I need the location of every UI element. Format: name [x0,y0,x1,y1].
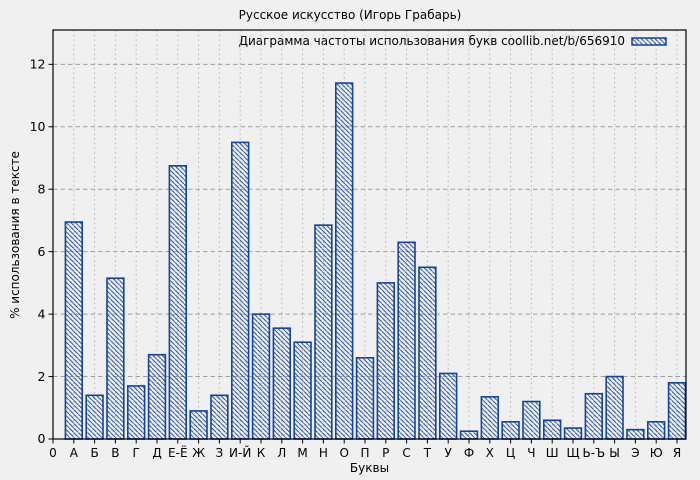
x-tick-label-Ы: Ы [609,446,620,460]
bar-Л [272,327,291,440]
y-tick-label: 2 [38,369,46,384]
bar-Я [667,382,687,440]
bar-Щ [563,427,583,440]
y-tick-label: 0 [38,431,46,446]
x-tick-label-И-Й: И-Й [229,445,251,460]
x-tick-label-Л: Л [277,446,286,460]
x-tick-label-К: К [257,446,266,460]
x-tick-label-Ь-Ъ: Ь-Ъ [583,446,606,460]
bar-Т [418,266,437,440]
x-tick-label-Т: Т [423,446,432,460]
x-tick-label-Я: Я [673,446,681,460]
legend-label: Диаграмма частоты использования букв coo… [238,34,625,48]
x-tick-label-Ц: Ц [506,446,515,460]
x-tick-label-Е-Ё: Е-Ё [168,445,188,460]
bar-К [251,313,271,440]
x-tick-label-М: М [297,446,307,460]
x-tick-label-О: О [339,446,348,460]
legend-key-swatch [631,37,667,46]
bar-З [210,394,229,440]
x-tick-label-Б: Б [90,446,98,460]
bar-Э [626,428,645,440]
bar-Ы [605,375,624,440]
x-tick-label-А: А [70,446,79,460]
bar-А [64,221,84,440]
x-tick-label-Р: Р [382,446,389,460]
bar-Ю [646,421,666,440]
bar-Б [85,394,104,440]
y-tick-label: 4 [38,306,46,321]
bar-Г [127,385,146,440]
bar-У [438,372,458,440]
bar-Ф [459,430,479,440]
x-tick-label-Ф: Ф [464,446,474,460]
bar-Ц [501,421,520,440]
x-axis-label: Буквы [349,461,390,475]
y-tick-label: 6 [38,244,46,259]
x-tick-label-Х: Х [486,446,494,460]
bar-Р [376,282,395,440]
bar-Ь-Ъ [584,392,604,440]
x-tick-label-П: П [360,446,369,460]
bar-М [293,341,312,440]
x-tick-label-С: С [402,446,410,460]
bar-Ш [542,419,562,440]
x-tick-label-Г: Г [133,446,140,460]
bar-И-Й [231,141,250,440]
x-origin-label: 0 [49,446,57,460]
bar-С [397,241,416,440]
x-tick-label-Ш: Ш [546,446,559,460]
bar-Х [480,396,499,440]
bar-Д [147,353,167,440]
x-tick-label-Щ: Щ [566,446,579,460]
x-tick-label-Н: Н [319,446,328,460]
bar-В [106,277,125,440]
x-tick-label-Д: Д [152,446,161,460]
bar-Е-Ё [168,165,187,440]
plot-border [52,29,687,440]
x-tick-label-В: В [111,446,119,460]
chart-title: Русское искусство (Игорь Грабарь) [238,8,462,22]
x-tick-label-Э: Э [631,446,639,460]
x-tick-label-З: З [216,446,224,460]
bar-Ж [189,410,208,440]
y-tick-label: 10 [30,119,46,134]
y-tick-label: 12 [30,57,46,72]
bar-Ч [522,400,541,440]
bar-П [355,357,375,440]
bar-Н [314,224,333,440]
x-tick-label-У: У [445,446,453,460]
bar-О [334,82,354,440]
x-tick-label-Ю: Ю [650,446,663,460]
y-tick-label: 8 [38,181,46,196]
x-tick-label-Ч: Ч [527,446,535,460]
x-tick-label-Ж: Ж [192,446,205,460]
